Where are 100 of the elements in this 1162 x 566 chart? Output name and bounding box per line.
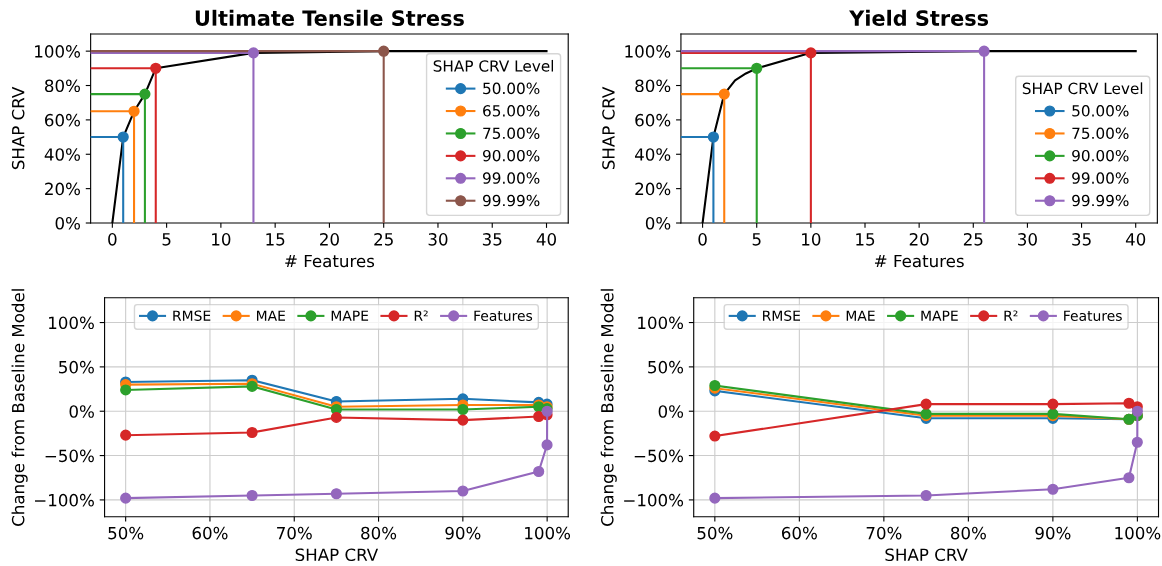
x-tick-label: 60% [781,526,817,540]
x-tick-label: 70% [277,526,312,540]
point [920,489,932,502]
legend-label: 90.00% [1072,149,1129,162]
point [533,465,545,478]
y-tick-label: −50% [634,449,684,463]
y-axis-title: SHAP CRV [11,86,25,170]
point [150,62,162,74]
y-axis-title: Change from Baseline Model [11,289,28,526]
legend-label: MAE [256,310,285,321]
x-tick-label: 40 [536,233,557,246]
legend-label: 99.00% [1072,172,1129,184]
y-tick-label: 50% [59,360,94,374]
x-tick-label: 40 [1125,233,1146,246]
x-tick-label: 35 [482,233,502,246]
y-tick-label: 20% [45,182,80,196]
point [1123,472,1135,484]
legend-label: 99.00% [482,172,540,184]
x-tick-label: 0 [698,233,707,246]
point [920,398,932,410]
point [246,426,258,439]
x-tick-label: 90% [445,526,481,540]
x-tick-label: 10 [212,233,231,246]
y-tick-label: 20% [635,182,671,196]
point [709,492,721,504]
legend-label: 75.00% [1072,127,1129,140]
y-tick-label: 0% [55,216,80,230]
x-tick-label: 15 [856,233,875,246]
x-tick-label: 25 [374,233,393,246]
legend-label: MAPE [921,310,958,321]
x-tick-label: 10 [802,233,821,246]
y-axis-title: SHAP CRV [602,86,615,170]
y-tick-label: −100% [624,493,684,507]
legend-label: RMSE [173,310,211,321]
point [457,414,469,426]
point [247,47,260,59]
legend-label: 50.00% [483,82,540,95]
point [1131,436,1143,448]
x-tick-label: 30 [1018,233,1037,246]
x-axis-title: # Features [874,254,964,268]
point [718,88,730,100]
x-tick-label: 80% [950,526,986,540]
x-tick-label: 80% [361,526,397,540]
legend-label: 99.99% [482,194,540,207]
y-tick-label: 40% [634,148,671,161]
chart-title: Yield Stress [849,9,989,26]
y-tick-label: 60% [45,113,80,127]
point [120,492,132,504]
legend-title: SHAP CRV Level [1022,82,1143,95]
x-tick-label: 50% [697,526,733,540]
y-tick-label: 50% [648,360,684,374]
point [1123,397,1135,409]
legend-label: MAPE [331,310,369,321]
x-tick-label: 30 [428,233,448,246]
legend-label: RMSE [763,310,801,321]
y-tick-label: −100% [35,493,94,507]
x-tick-label: 100% [525,526,571,540]
point [120,429,132,441]
x-tick-label: 20 [320,233,339,246]
point [707,131,720,143]
point [1047,398,1059,410]
legend-label: 65.00% [483,105,540,117]
x-tick-label: 60% [192,526,228,540]
legend-label: 90.00% [482,149,540,162]
legend-label: R² [414,310,428,321]
legend-label: 75.00% [483,127,540,140]
y-axis-title: Change from Baseline Model [600,289,617,526]
x-tick-label: 25 [963,233,983,246]
point [1047,483,1059,495]
x-tick-label: 0 [108,233,117,246]
legend-label: Features [474,310,533,321]
chart-title: Ultimate Tensile Stress [195,9,464,26]
y-tick-label: 0% [69,405,94,418]
x-tick-label: 70% [866,526,902,540]
x-tick-label: 5 [752,233,761,246]
y-tick-label: 100% [625,45,671,58]
x-tick-label: 5 [162,233,171,246]
x-tick-label: 15 [266,233,285,246]
y-tick-label: 0% [645,216,671,230]
legend-label: MAE [846,310,875,321]
point [117,131,129,143]
y-tick-label: 0% [658,405,684,418]
point [709,430,721,442]
y-tick-label: 80% [635,79,671,93]
legend-label: Features [1064,310,1122,321]
point [139,88,151,100]
point [120,384,132,396]
point [457,403,469,416]
point [457,485,469,497]
legend-label: 99.99% [1072,194,1129,207]
point [330,411,342,423]
x-tick-label: 100% [1115,526,1161,540]
point [1131,405,1143,417]
y-tick-label: 100% [35,45,80,58]
x-axis-title: SHAP CRV [885,548,968,562]
y-tick-label: 80% [45,79,80,93]
point [541,439,553,451]
point [128,105,140,117]
point [751,62,763,74]
legend-title: SHAP CRV Level [433,59,554,72]
